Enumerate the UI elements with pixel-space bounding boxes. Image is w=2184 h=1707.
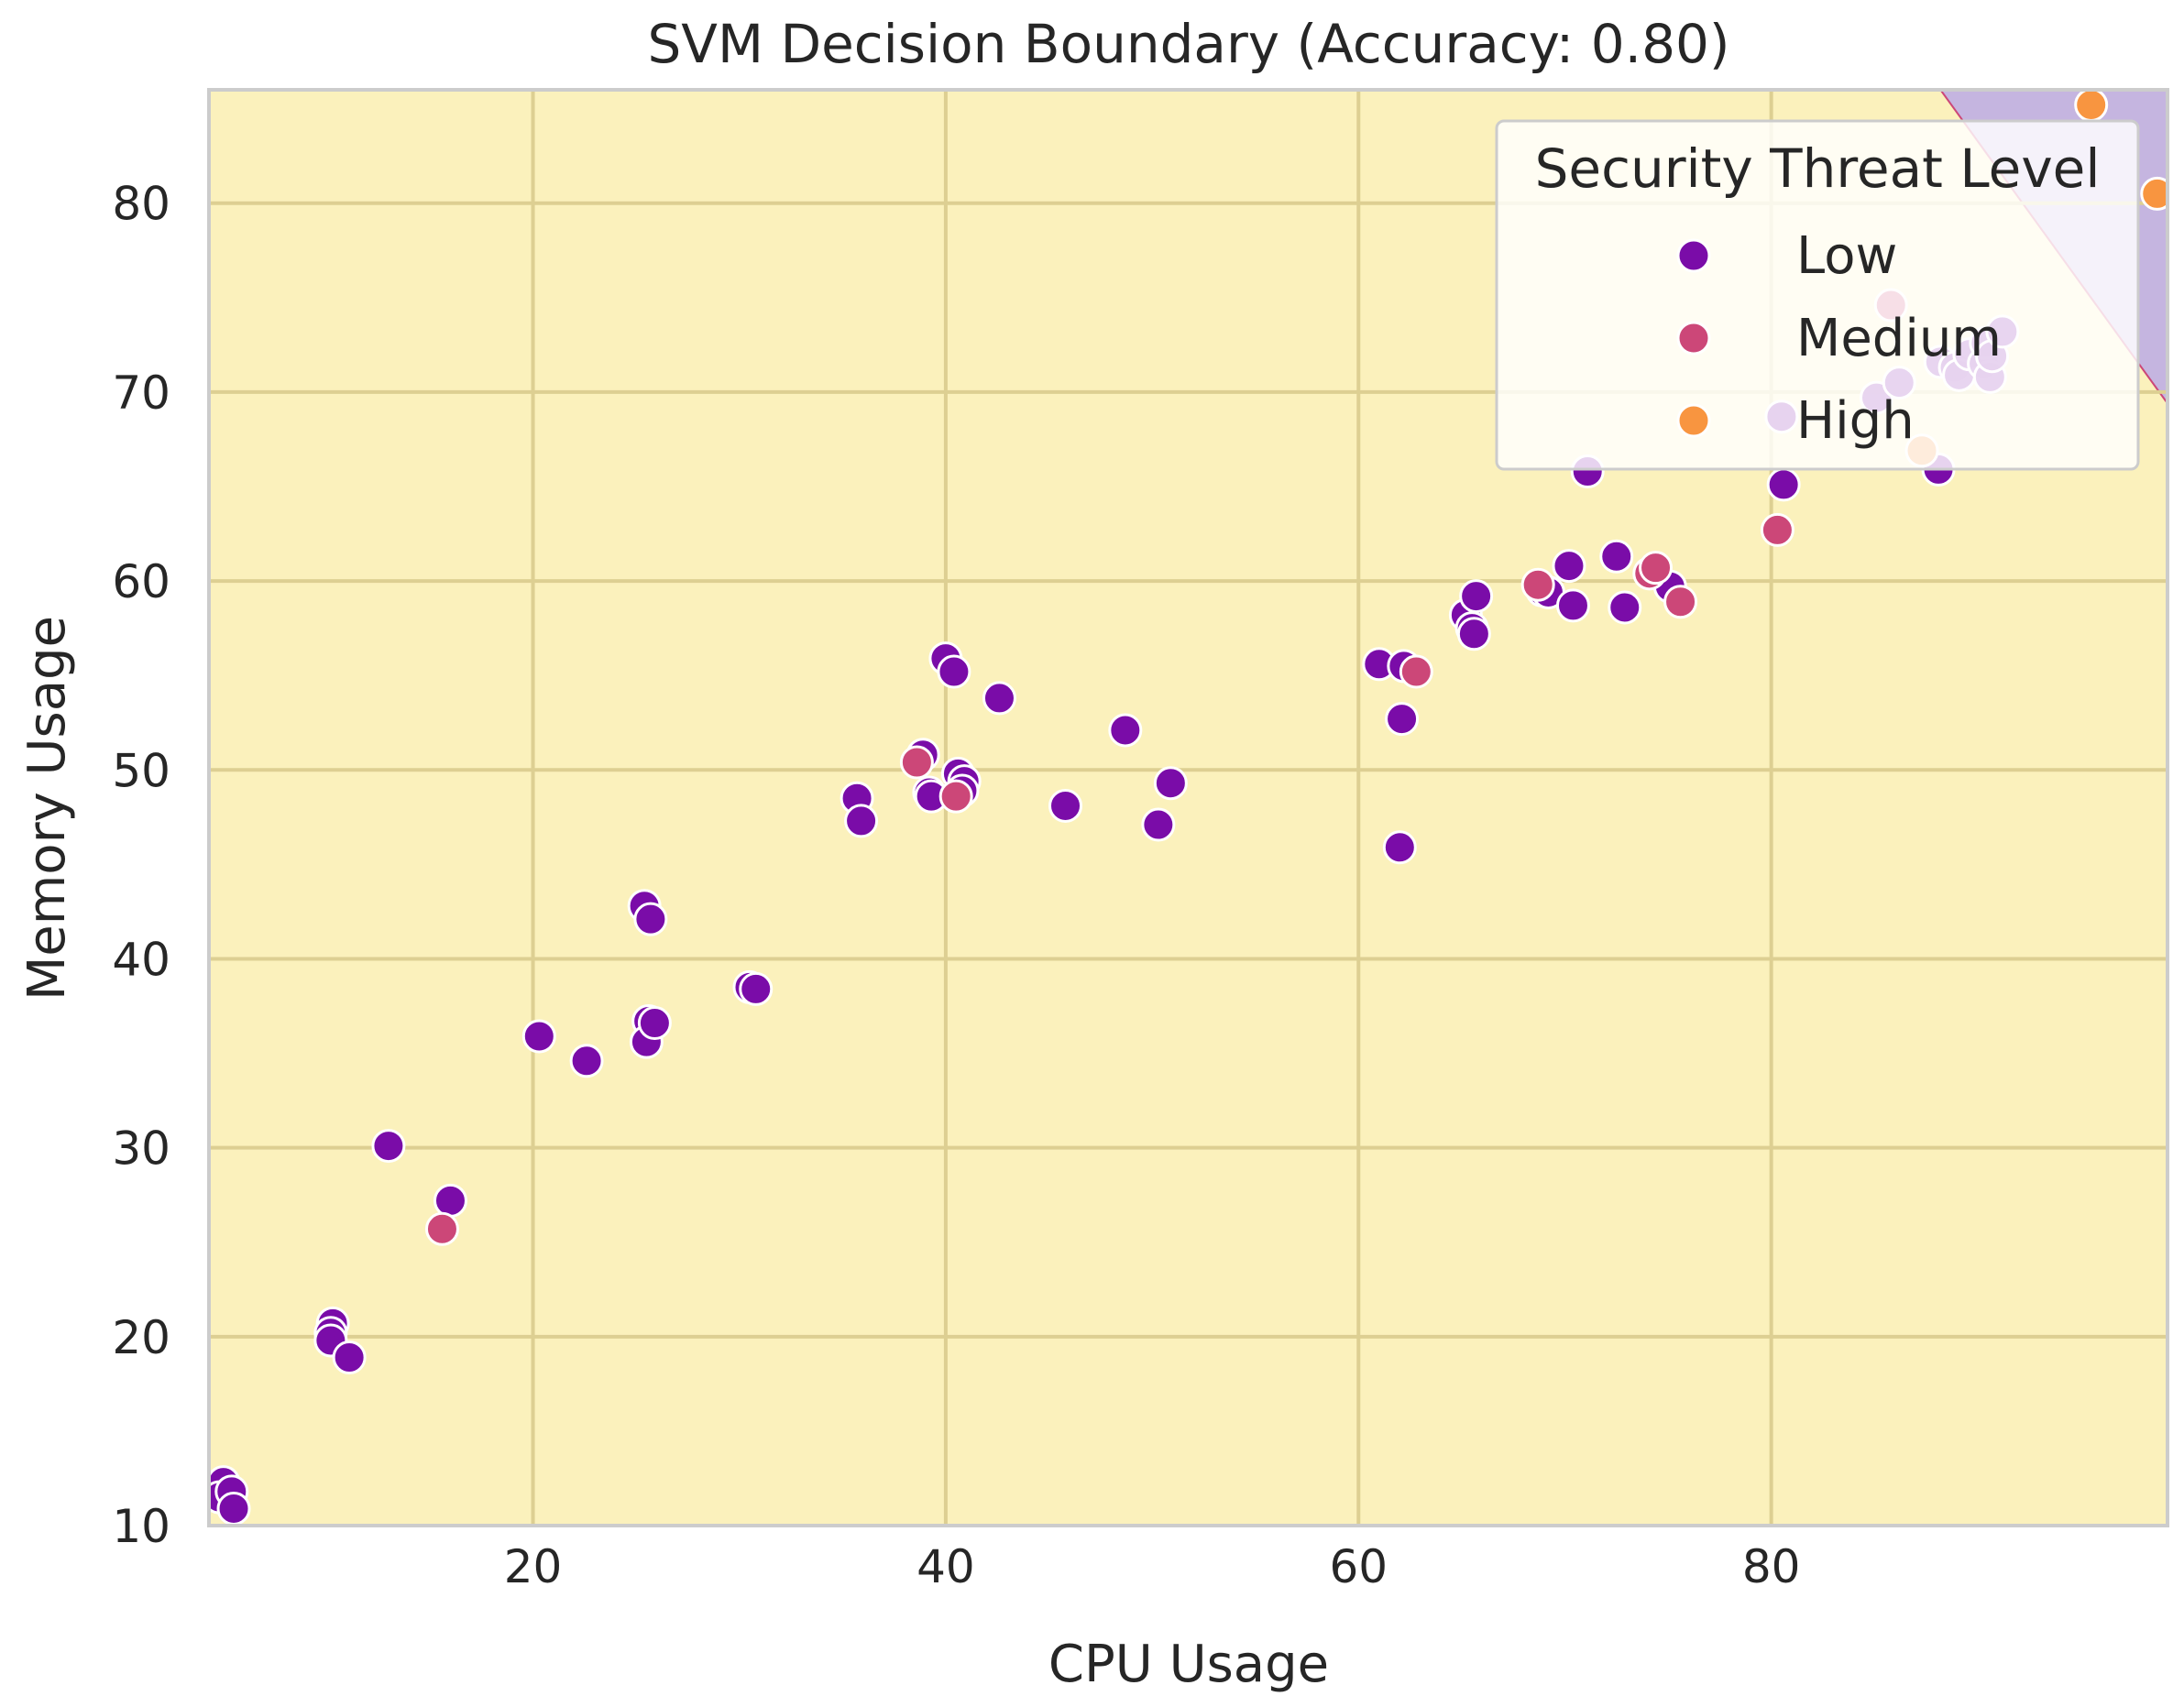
y-tick-label: 50 — [112, 744, 170, 797]
point-low — [1108, 713, 1143, 748]
point-low — [1599, 539, 1634, 574]
point-medium — [1520, 567, 1555, 602]
x-axis-label: CPU Usage — [1048, 1635, 1329, 1694]
point-low — [1552, 549, 1586, 584]
point-low — [937, 654, 971, 689]
x-tick-label: 20 — [504, 1540, 563, 1593]
y-tick-label: 60 — [112, 555, 170, 608]
point-medium — [424, 1211, 459, 1246]
point-medium — [899, 745, 934, 780]
y-tick-label: 20 — [112, 1311, 170, 1364]
point-low — [1608, 590, 1642, 625]
point-high — [2074, 90, 2109, 122]
chart-title: SVM Decision Boundary (Accuracy: 0.80) — [647, 13, 1729, 75]
legend-box — [1495, 119, 2140, 471]
x-tick-label: 60 — [1329, 1540, 1388, 1593]
y-tick-label: 30 — [112, 1122, 170, 1176]
point-low — [844, 804, 879, 838]
point-low — [1382, 830, 1417, 865]
plot-frame — [207, 88, 2169, 1527]
point-medium — [1399, 654, 1433, 689]
x-tick-label: 80 — [1742, 1540, 1801, 1593]
point-low — [633, 902, 668, 936]
point-low — [1385, 702, 1420, 737]
point-low — [216, 1491, 251, 1526]
point-low — [569, 1044, 604, 1078]
point-low — [982, 681, 1016, 716]
point-low — [739, 971, 774, 1006]
point-medium — [1639, 551, 1674, 585]
point-medium — [938, 779, 973, 814]
y-tick-label: 40 — [112, 933, 170, 986]
legend-label-high: High — [1796, 391, 1915, 451]
point-low — [1141, 807, 1176, 842]
y-axis-label: Memory Usage — [17, 616, 77, 1001]
point-low — [332, 1340, 367, 1374]
point-low — [1456, 617, 1491, 651]
point-low — [637, 1006, 672, 1041]
y-tick-label: 80 — [112, 178, 170, 231]
y-tick-label: 70 — [112, 367, 170, 420]
point-low — [1459, 579, 1494, 614]
point-low — [433, 1183, 467, 1218]
point-low — [521, 1019, 556, 1054]
point-low — [1766, 467, 1801, 502]
point-low — [1555, 588, 1590, 623]
point-low — [1153, 766, 1188, 801]
legend-label-low: Low — [1796, 226, 1897, 286]
point-high — [2140, 176, 2168, 211]
legend-label-medium: Medium — [1796, 309, 2002, 368]
x-tick-label: 40 — [916, 1540, 975, 1593]
point-low — [371, 1129, 406, 1164]
legend-marker-low — [1676, 238, 1711, 273]
legend-marker-medium — [1676, 321, 1711, 356]
legend-title: Security Threat Level — [1535, 137, 2101, 200]
legend-marker-high — [1676, 403, 1711, 438]
legend: Security Threat Level Low Medium High — [1495, 119, 2140, 471]
point-medium — [1663, 585, 1698, 619]
point-low — [1048, 788, 1083, 823]
point-medium — [1760, 512, 1794, 547]
y-tick-label: 10 — [112, 1500, 170, 1553]
